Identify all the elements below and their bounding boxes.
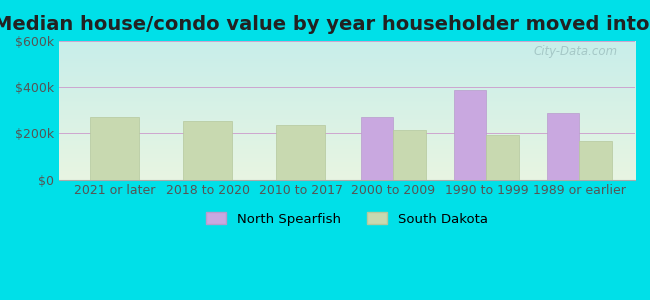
Bar	[183, 121, 232, 180]
Bar	[579, 142, 612, 180]
Bar	[276, 125, 325, 180]
Legend: North Spearfish, South Dakota: North Spearfish, South Dakota	[201, 207, 493, 231]
Title: Median house/condo value by year householder moved into unit: Median house/condo value by year househo…	[0, 15, 650, 34]
Bar	[486, 135, 519, 180]
Bar	[393, 130, 426, 180]
Text: City-Data.com: City-Data.com	[534, 45, 618, 58]
Bar	[90, 117, 139, 180]
Bar	[547, 113, 579, 180]
Bar	[454, 90, 486, 180]
Bar	[361, 117, 393, 180]
